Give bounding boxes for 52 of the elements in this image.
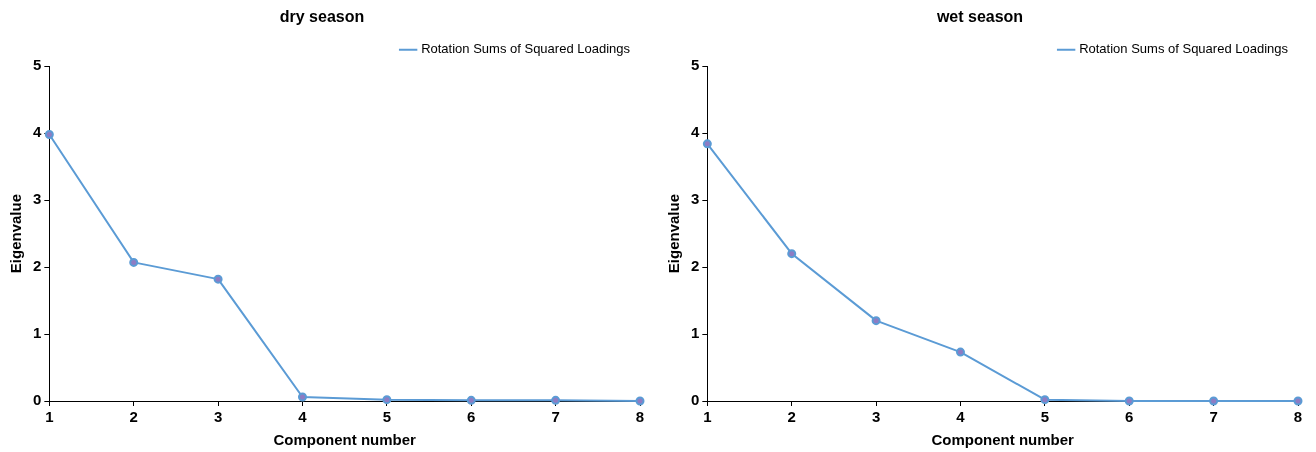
point (129, 257, 139, 267)
x-axis-title: Component number (931, 431, 1075, 449)
x-tick-label: 5 (382, 408, 392, 426)
point (382, 395, 392, 405)
x-tick-label: 8 (635, 408, 645, 426)
x-tick-label: 1 (703, 408, 712, 426)
point (297, 392, 307, 402)
y-tick-label: 4 (33, 123, 42, 141)
chart-title: dry season (279, 8, 365, 26)
y-tick-label: 3 (691, 190, 700, 208)
x-tick-label: 4 (298, 408, 308, 426)
point (871, 316, 881, 326)
point (1124, 396, 1134, 406)
x-tick-label: 4 (956, 408, 966, 426)
x-tick-label: 6 (467, 408, 476, 426)
legend-label: Rotation Sums of Squared Loadings (1079, 41, 1289, 57)
x-tick-label: 2 (787, 408, 796, 426)
y-tick-label: 1 (691, 324, 700, 342)
x-tick-label: 5 (1040, 408, 1050, 426)
point (787, 249, 797, 259)
x-tick-label: 7 (551, 408, 560, 426)
point (955, 347, 965, 357)
x-axis-title: Component number (273, 431, 417, 449)
y-tick-label: 2 (33, 257, 42, 275)
point (551, 395, 561, 405)
x-tick-label: 2 (129, 408, 138, 426)
point (466, 395, 476, 405)
point (1293, 396, 1303, 406)
y-tick-label: 0 (691, 391, 700, 409)
x-tick-label: 3 (213, 408, 223, 426)
point (702, 139, 712, 149)
y-tick-label: 5 (691, 56, 700, 74)
point (213, 274, 223, 284)
y-tick-label: 4 (691, 123, 700, 141)
legend-label: Rotation Sums of Squared Loadings (421, 41, 631, 57)
point (44, 130, 54, 139)
y-axis-title: Eigenvalue (665, 194, 683, 274)
x-tick-label: 1 (45, 408, 54, 426)
y-tick-label: 3 (33, 190, 42, 208)
x-tick-label: 6 (1125, 408, 1134, 426)
point (635, 396, 645, 406)
point (1209, 396, 1219, 406)
chart-title: wet season (935, 8, 1024, 26)
x-tick-label: 7 (1209, 408, 1218, 426)
point (1040, 395, 1050, 405)
y-tick-label: 0 (33, 391, 42, 409)
y-tick-label: 5 (33, 56, 42, 74)
y-tick-label: 1 (33, 324, 42, 342)
x-tick-label: 3 (871, 408, 881, 426)
x-tick-label: 8 (1293, 408, 1303, 426)
y-tick-label: 2 (691, 257, 700, 275)
y-axis-title: Eigenvalue (7, 194, 25, 274)
